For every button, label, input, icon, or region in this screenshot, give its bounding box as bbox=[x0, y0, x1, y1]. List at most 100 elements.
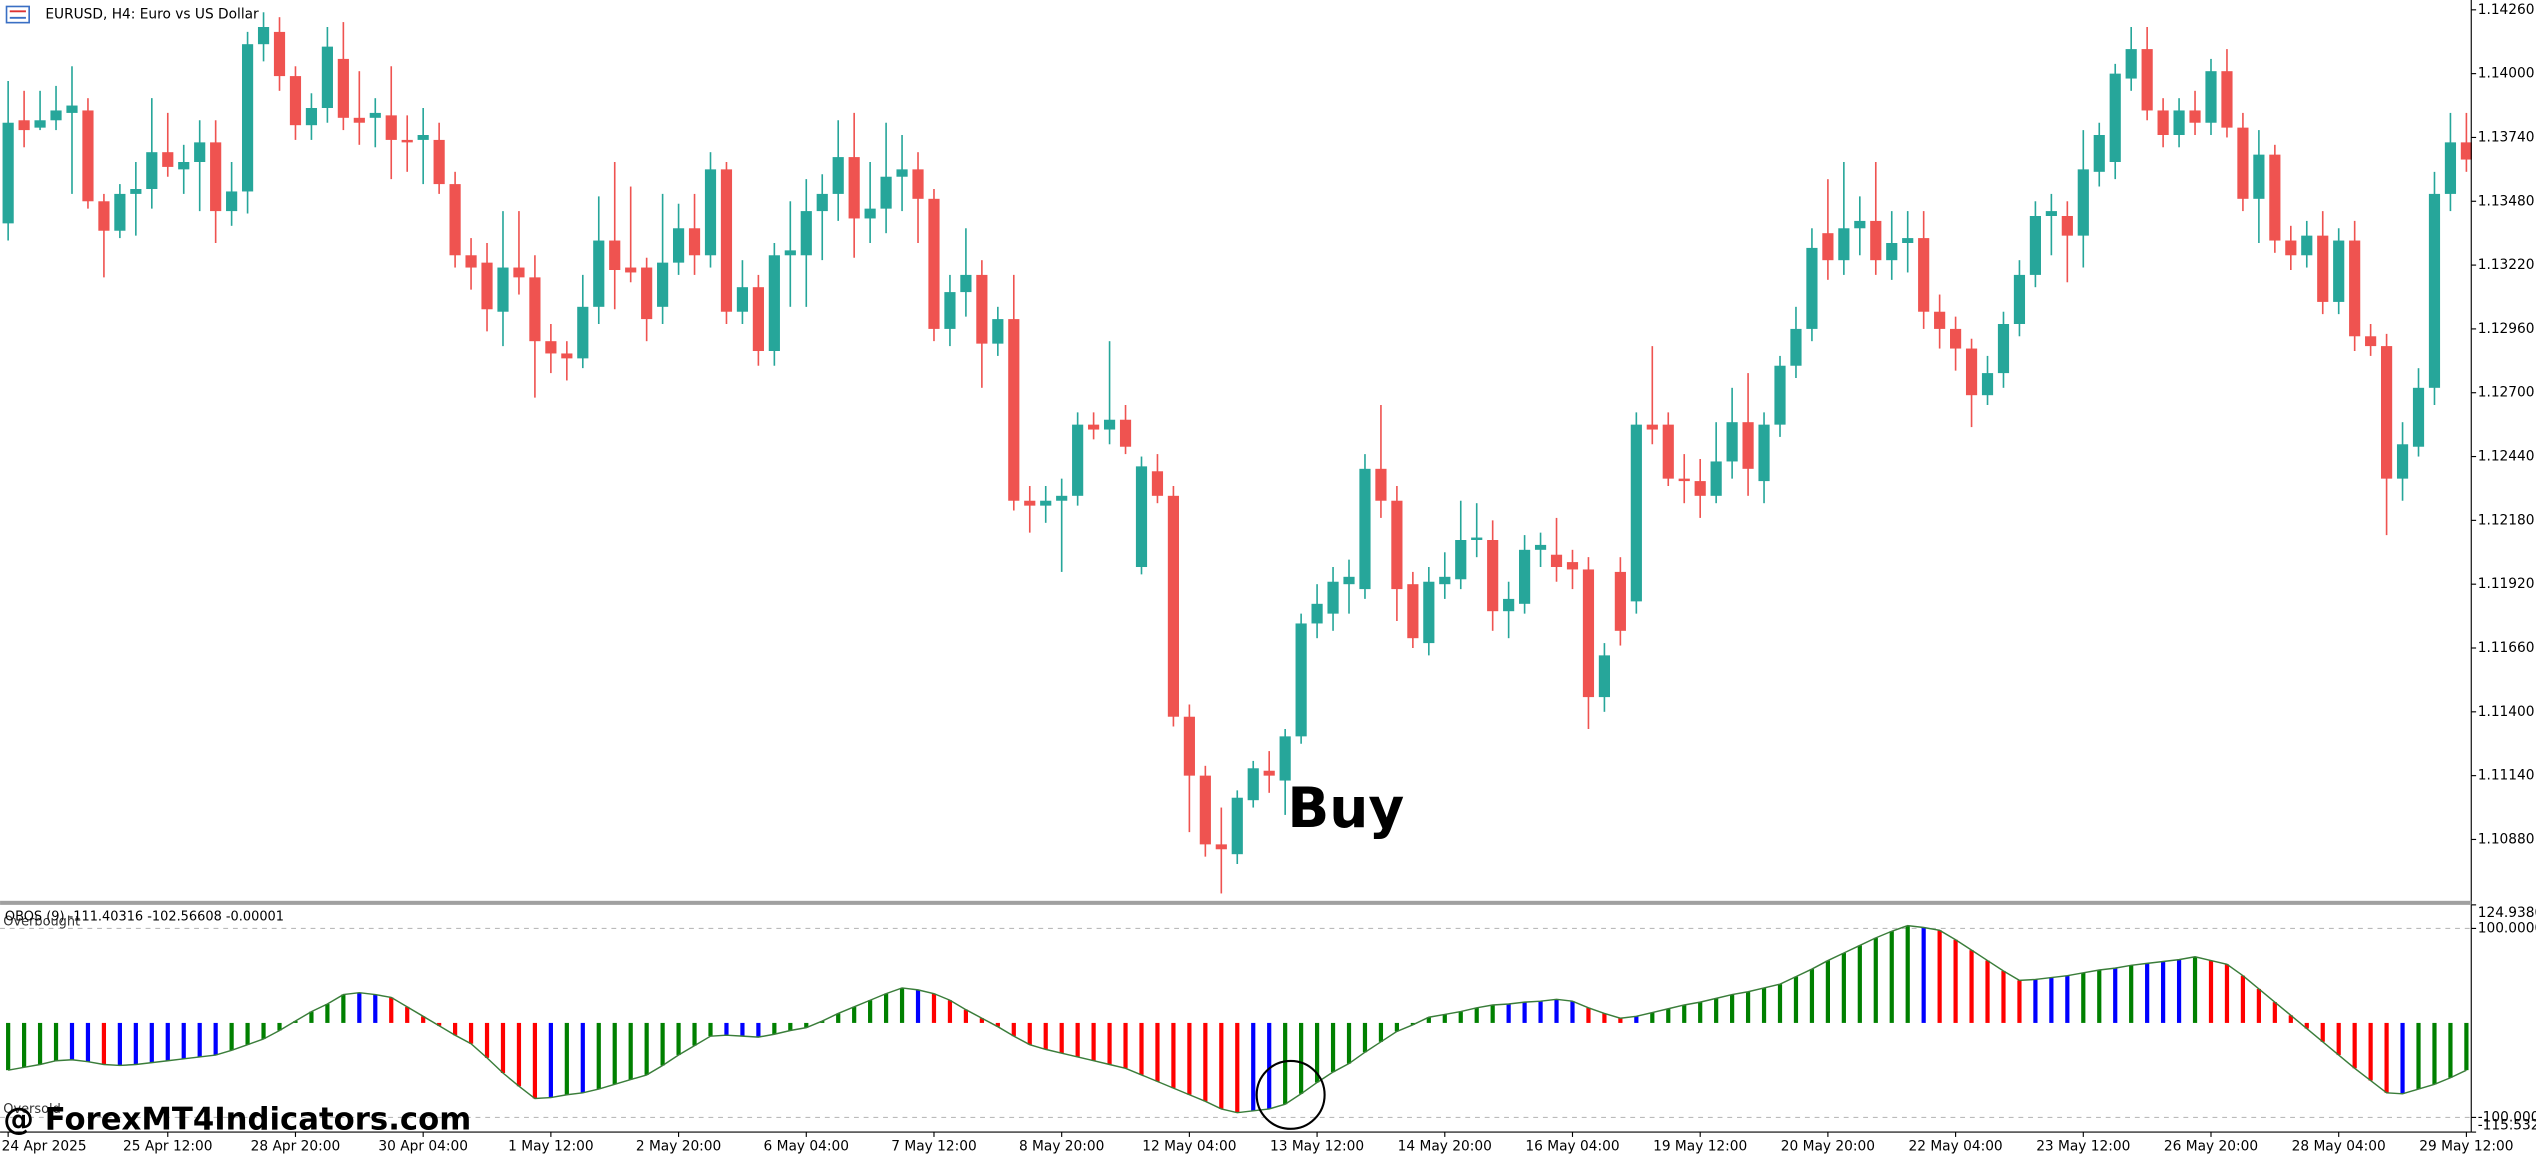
histogram-bar bbox=[2224, 964, 2230, 1023]
candle-body bbox=[1774, 365, 1786, 425]
candle-body bbox=[2301, 235, 2313, 256]
histogram-bar bbox=[1825, 960, 1830, 1023]
y-tick-label: 1.12180 bbox=[2478, 512, 2535, 528]
histogram-bar bbox=[915, 989, 921, 1023]
candle-body bbox=[1056, 495, 1068, 501]
histogram-bar bbox=[995, 1022, 1000, 1027]
histogram-bar bbox=[197, 1022, 202, 1057]
histogram-bar bbox=[628, 1022, 633, 1080]
histogram-bar bbox=[2384, 1022, 2389, 1093]
candle-body bbox=[1758, 424, 1770, 482]
candle-body bbox=[1423, 581, 1435, 644]
candle-body bbox=[1119, 419, 1132, 447]
candle-body bbox=[1151, 471, 1164, 496]
x-tick-label: 29 May 12:00 bbox=[2419, 1139, 2513, 1155]
histogram-bar bbox=[1155, 1022, 1160, 1082]
histogram-bar bbox=[325, 1004, 330, 1023]
oscillator-line bbox=[8, 924, 2467, 1114]
histogram-bar bbox=[437, 1022, 442, 1026]
candle-body bbox=[114, 193, 126, 231]
x-tick-label: 2 May 20:00 bbox=[636, 1139, 721, 1155]
candle-body bbox=[1854, 220, 1866, 229]
histogram-bar bbox=[1107, 1022, 1112, 1065]
candle-body bbox=[896, 169, 908, 177]
y-tick-label: 100.0000 bbox=[2478, 920, 2536, 936]
candle-body bbox=[2221, 71, 2233, 128]
candle-body bbox=[2189, 110, 2201, 123]
panel-separator bbox=[0, 900, 2472, 905]
histogram-bar bbox=[580, 1022, 585, 1093]
histogram-bar bbox=[1171, 1022, 1176, 1089]
histogram-bar bbox=[1091, 1022, 1096, 1061]
candle-body bbox=[1263, 770, 1275, 776]
histogram-bar bbox=[2049, 977, 2054, 1023]
x-tick-label: 30 Apr 04:00 bbox=[378, 1139, 468, 1155]
candle-body bbox=[1455, 540, 1467, 580]
candle-body bbox=[1950, 328, 1962, 349]
histogram-bar bbox=[1618, 1018, 1623, 1023]
candle-body bbox=[2444, 142, 2457, 194]
candle-body bbox=[1582, 569, 1595, 698]
histogram-bar bbox=[1283, 1022, 1288, 1105]
y-tick-label: -115.5329 bbox=[2478, 1118, 2536, 1134]
histogram-bar bbox=[1075, 1022, 1080, 1057]
histogram-bar bbox=[2368, 1022, 2373, 1081]
candle-body bbox=[449, 184, 461, 256]
histogram-bar bbox=[2432, 1022, 2437, 1085]
histogram-bar bbox=[2001, 970, 2006, 1023]
candle-body bbox=[1918, 238, 1930, 312]
histogram-bar bbox=[1905, 925, 1910, 1023]
histogram-bar bbox=[452, 1022, 458, 1036]
histogram-bar bbox=[2272, 1002, 2277, 1023]
candle-body bbox=[1550, 554, 1563, 568]
candle-body bbox=[257, 27, 270, 45]
x-tick-label: 14 May 20:00 bbox=[1398, 1139, 1492, 1155]
candle-body bbox=[2077, 169, 2089, 236]
candle-body bbox=[2045, 211, 2057, 217]
candle-body bbox=[976, 274, 988, 344]
histogram-bar bbox=[1251, 1022, 1256, 1111]
candle-body bbox=[1167, 495, 1180, 717]
candle-body bbox=[305, 108, 318, 126]
histogram-bar bbox=[772, 1022, 777, 1035]
candle-body bbox=[2029, 216, 2041, 275]
candle-body bbox=[2157, 110, 2169, 136]
histogram-bar bbox=[1777, 984, 1783, 1023]
watermark: @ ForexMT4Indicators.com bbox=[3, 1101, 471, 1137]
candle-body bbox=[1072, 424, 1084, 496]
histogram-bar bbox=[660, 1022, 665, 1066]
candle-body bbox=[2013, 274, 2026, 325]
histogram-bar bbox=[1330, 1022, 1336, 1073]
buy-annotation: Buy bbox=[1287, 776, 1404, 840]
candle-body bbox=[625, 267, 637, 273]
y-tick-label: 1.12440 bbox=[2478, 449, 2535, 465]
histogram-bar bbox=[1985, 960, 1990, 1023]
candle-body bbox=[66, 105, 78, 113]
histogram-bar bbox=[1841, 952, 1846, 1023]
candle-body bbox=[385, 115, 397, 140]
x-tick-label: 12 May 04:00 bbox=[1142, 1139, 1236, 1155]
candle-body bbox=[1694, 481, 1706, 496]
candle-body bbox=[1534, 544, 1547, 550]
candle-body bbox=[98, 201, 110, 231]
x-tick-label: 16 May 04:00 bbox=[1525, 1139, 1619, 1155]
histogram-bar bbox=[2240, 975, 2246, 1023]
candle-body bbox=[1343, 576, 1355, 585]
candle-body bbox=[2269, 154, 2281, 241]
candle-body bbox=[800, 211, 812, 256]
histogram-bar bbox=[1538, 1001, 1543, 1023]
x-tick-label: 1 May 12:00 bbox=[508, 1139, 593, 1155]
candle-body bbox=[2093, 135, 2105, 172]
histogram-bar bbox=[1458, 1011, 1463, 1023]
candle-body bbox=[1088, 424, 1100, 430]
histogram-bar bbox=[1809, 969, 1815, 1023]
histogram-bar bbox=[516, 1022, 522, 1087]
histogram-bar bbox=[69, 1022, 75, 1060]
candle-body bbox=[1790, 328, 1802, 366]
candle-body bbox=[2317, 235, 2329, 302]
candle-body bbox=[1886, 243, 1898, 261]
histogram-bar bbox=[596, 1022, 601, 1090]
y-tick-label: 1.14260 bbox=[2478, 2, 2535, 18]
